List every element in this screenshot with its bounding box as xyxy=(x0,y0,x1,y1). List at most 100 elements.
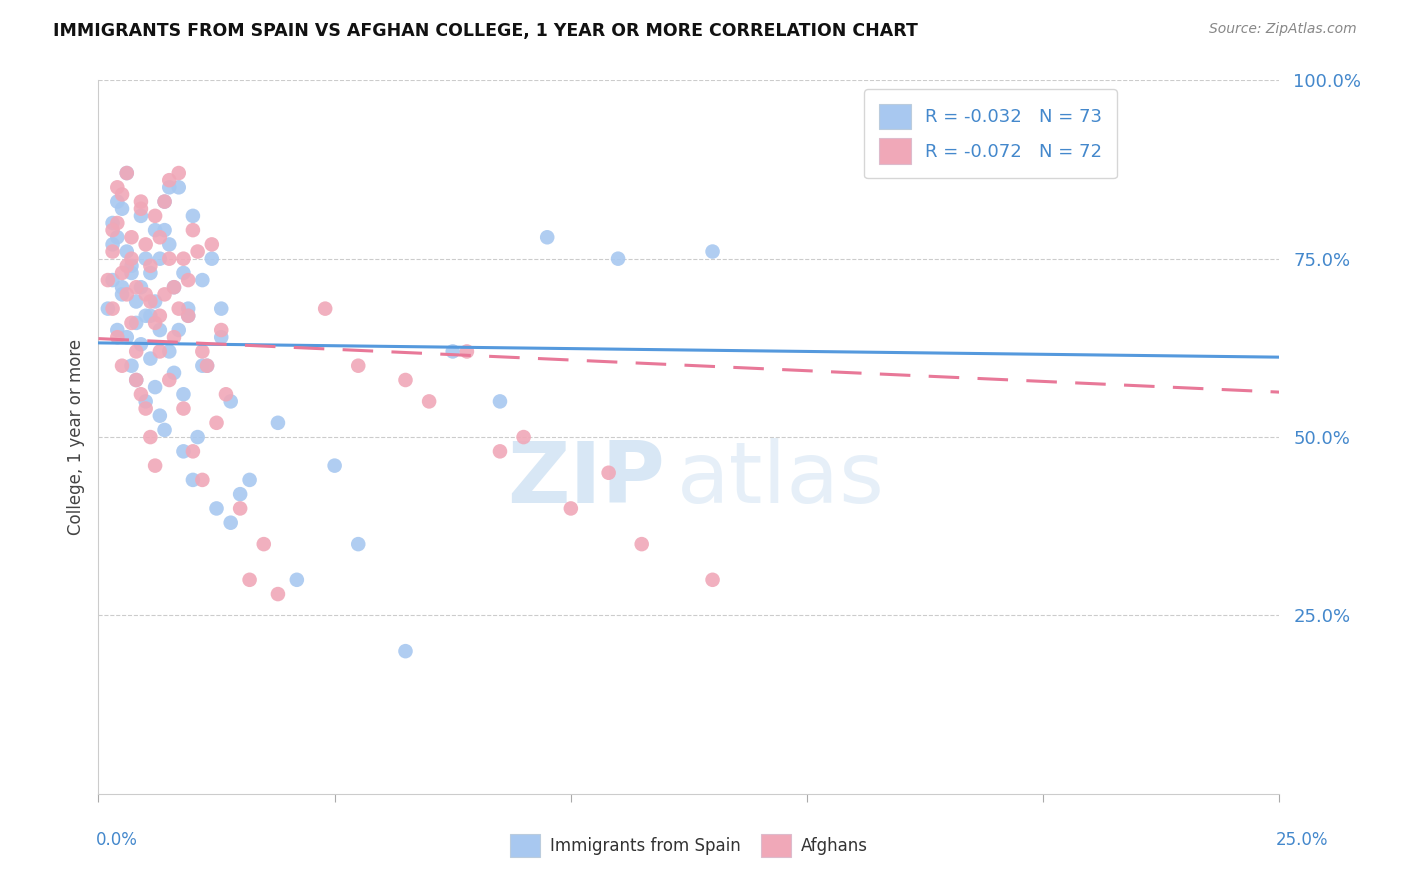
Point xyxy=(125,280,148,294)
Point xyxy=(135,394,157,409)
Point xyxy=(111,280,134,294)
Point xyxy=(121,266,143,280)
Point xyxy=(630,537,652,551)
Point xyxy=(125,294,148,309)
Point xyxy=(101,273,124,287)
Point xyxy=(177,301,200,316)
Point xyxy=(181,209,204,223)
Point xyxy=(172,252,194,266)
Point xyxy=(101,244,124,259)
Point xyxy=(394,644,416,658)
Text: 0.0%: 0.0% xyxy=(96,831,138,849)
Point xyxy=(456,344,478,359)
Point xyxy=(143,223,166,237)
Point xyxy=(167,323,190,337)
Point xyxy=(177,309,200,323)
Point xyxy=(129,202,152,216)
Point xyxy=(143,380,166,394)
Point xyxy=(167,180,190,194)
Point xyxy=(135,237,157,252)
Point xyxy=(489,444,512,458)
Point xyxy=(121,316,143,330)
Point xyxy=(125,373,148,387)
Point xyxy=(177,309,200,323)
Point xyxy=(191,273,214,287)
Point xyxy=(115,244,138,259)
Point xyxy=(135,401,157,416)
Point xyxy=(149,309,172,323)
Point xyxy=(181,223,204,237)
Point xyxy=(105,194,128,209)
Point xyxy=(167,301,190,316)
Point xyxy=(201,252,224,266)
Text: atlas: atlas xyxy=(678,438,886,522)
Point xyxy=(157,373,180,387)
Point xyxy=(115,287,138,301)
Point xyxy=(172,266,194,280)
Point xyxy=(101,237,124,252)
Point xyxy=(181,473,204,487)
Point xyxy=(229,487,252,501)
Text: Source: ZipAtlas.com: Source: ZipAtlas.com xyxy=(1209,22,1357,37)
Point xyxy=(598,466,620,480)
Point xyxy=(215,387,238,401)
Point xyxy=(153,287,176,301)
Point xyxy=(163,366,186,380)
Point xyxy=(129,194,152,209)
Legend: Immigrants from Spain, Afghans: Immigrants from Spain, Afghans xyxy=(503,827,875,864)
Point xyxy=(97,273,120,287)
Point xyxy=(101,216,124,230)
Point xyxy=(560,501,582,516)
Point xyxy=(143,294,166,309)
Point xyxy=(111,202,134,216)
Point xyxy=(149,344,172,359)
Point xyxy=(219,516,242,530)
Point xyxy=(129,387,152,401)
Point xyxy=(512,430,534,444)
Point xyxy=(125,373,148,387)
Point xyxy=(101,223,124,237)
Point xyxy=(139,259,162,273)
Point xyxy=(418,394,440,409)
Point xyxy=(489,394,512,409)
Point xyxy=(187,244,209,259)
Point xyxy=(105,330,128,344)
Point xyxy=(111,359,134,373)
Point xyxy=(157,344,180,359)
Y-axis label: College, 1 year or more: College, 1 year or more xyxy=(66,339,84,535)
Point xyxy=(129,337,152,351)
Point xyxy=(157,237,180,252)
Point xyxy=(267,587,290,601)
Point xyxy=(177,273,200,287)
Point xyxy=(143,458,166,473)
Point xyxy=(135,287,157,301)
Point xyxy=(149,252,172,266)
Point xyxy=(135,309,157,323)
Point xyxy=(347,359,370,373)
Point xyxy=(115,166,138,180)
Text: ZIP: ZIP xyxy=(508,438,665,522)
Point xyxy=(129,280,152,294)
Text: 25.0%: 25.0% xyxy=(1277,831,1329,849)
Point xyxy=(115,330,138,344)
Point xyxy=(607,252,630,266)
Point xyxy=(229,501,252,516)
Point xyxy=(105,323,128,337)
Point xyxy=(285,573,308,587)
Point xyxy=(253,537,276,551)
Point xyxy=(209,323,232,337)
Point xyxy=(239,573,262,587)
Point xyxy=(172,401,194,416)
Point xyxy=(143,209,166,223)
Point xyxy=(105,180,128,194)
Point xyxy=(121,359,143,373)
Text: IMMIGRANTS FROM SPAIN VS AFGHAN COLLEGE, 1 YEAR OR MORE CORRELATION CHART: IMMIGRANTS FROM SPAIN VS AFGHAN COLLEGE,… xyxy=(53,22,918,40)
Point xyxy=(394,373,416,387)
Point xyxy=(135,252,157,266)
Point xyxy=(441,344,464,359)
Point xyxy=(139,309,162,323)
Point xyxy=(172,387,194,401)
Point xyxy=(125,316,148,330)
Point xyxy=(201,237,224,252)
Point xyxy=(121,230,143,244)
